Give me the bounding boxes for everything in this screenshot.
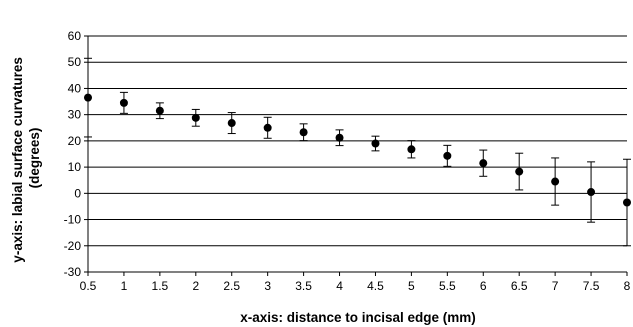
- y-tick-label-5: 20: [68, 134, 82, 148]
- data-point-1: [119, 98, 128, 107]
- x-tick-label-0: 0.5: [80, 279, 97, 293]
- x-tick-label-2: 1.5: [152, 279, 169, 293]
- y-axis-title-line-1: y-axis: labial surface curvatures: [10, 57, 25, 263]
- data-point-6: [299, 128, 308, 137]
- data-point-2: [155, 106, 164, 115]
- data-point-8: [371, 139, 380, 148]
- y-tick-label-4: 10: [68, 160, 82, 174]
- data-point-12: [515, 167, 524, 176]
- grid-lines: [88, 35, 627, 273]
- data-point-15: [623, 198, 631, 207]
- x-axis-title: x-axis: distance to incisal edge (mm): [240, 310, 476, 325]
- y-axis-title-line-2: (degrees): [27, 128, 42, 189]
- y-tick-label-1: -20: [64, 239, 82, 253]
- x-tick-label-6: 3.5: [295, 279, 312, 293]
- x-tick-label-4: 2.5: [223, 279, 240, 293]
- data-point-14: [587, 188, 596, 197]
- x-tick-label-11: 6: [480, 279, 487, 293]
- data-points: [84, 93, 631, 207]
- x-tick-label-13: 7: [552, 279, 559, 293]
- data-point-0: [84, 93, 92, 102]
- x-tick-label-5: 3: [264, 279, 271, 293]
- y-tick-labels: -30 -20 -10 0 10 20 30 40 50 60: [64, 29, 82, 279]
- data-point-11: [479, 159, 488, 168]
- x-tick-label-1: 1: [121, 279, 128, 293]
- error-bars: [84, 57, 631, 247]
- data-point-9: [407, 145, 416, 154]
- x-tick-label-14: 7.5: [583, 279, 600, 293]
- y-tick-label-6: 30: [68, 108, 82, 122]
- x-tick-label-15: 8: [624, 279, 631, 293]
- y-tick-label-2: -10: [64, 213, 82, 227]
- y-tick-label-9: 60: [68, 29, 82, 43]
- axes: [84, 35, 628, 276]
- data-point-7: [335, 133, 344, 142]
- y-tick-label-0: -30: [64, 265, 82, 279]
- y-axis-title: y-axis: labial surface curvatures (degre…: [10, 53, 42, 262]
- y-tick-label-3: 0: [74, 186, 81, 200]
- x-tick-label-10: 5.5: [439, 279, 456, 293]
- x-tick-label-12: 6.5: [511, 279, 528, 293]
- x-tick-label-8: 4.5: [367, 279, 384, 293]
- x-tick-label-9: 5: [408, 279, 415, 293]
- x-tick-label-7: 4: [336, 279, 343, 293]
- data-point-4: [227, 119, 236, 128]
- data-point-3: [191, 113, 200, 122]
- data-point-13: [551, 177, 560, 186]
- y-tick-label-8: 50: [68, 55, 82, 69]
- x-tick-labels: 0.5 1 1.5 2 2.5 3 3.5 4 4.5 5 5.5 6 6.5 7 7.5 8: [80, 279, 631, 293]
- data-point-10: [443, 151, 452, 160]
- x-tick-label-3: 2: [192, 279, 199, 293]
- y-tick-label-7: 40: [68, 81, 82, 95]
- data-point-5: [263, 123, 272, 132]
